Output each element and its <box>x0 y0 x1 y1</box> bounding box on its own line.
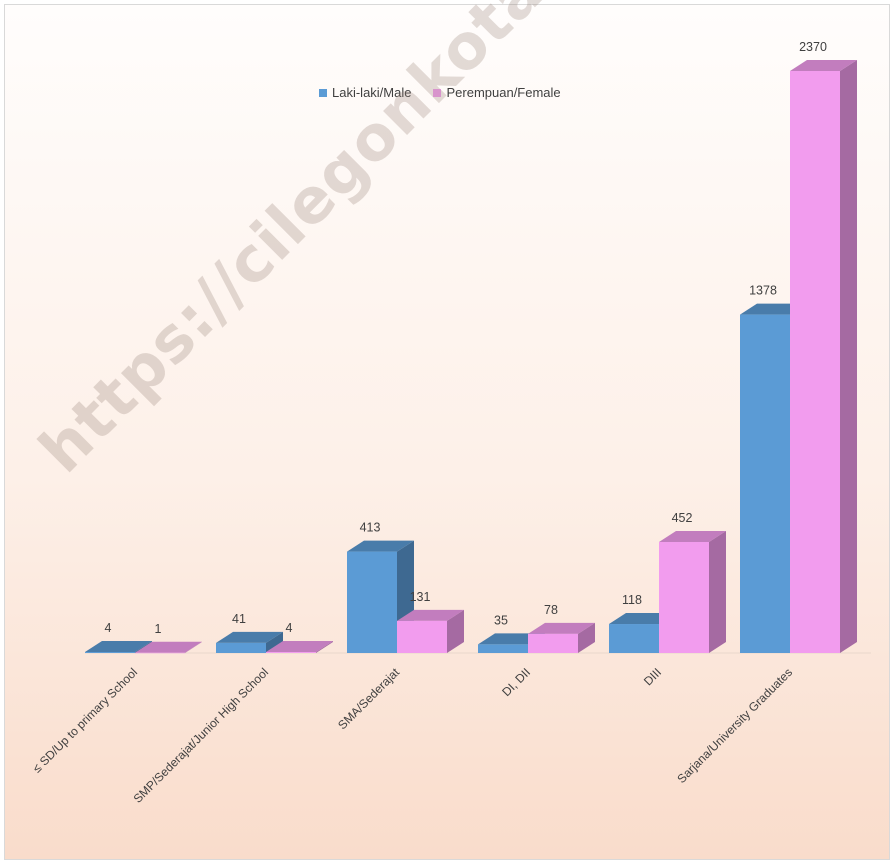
bar-side-1-0 <box>266 631 283 653</box>
bar-top-5-1 <box>790 60 857 71</box>
category-label-2: SMA/Sederajat <box>335 665 402 732</box>
data-label-3-0: 35 <box>494 613 508 627</box>
legend: Laki-laki/Male Perempuan/Female <box>319 85 561 100</box>
bar-top-0-1 <box>135 641 202 653</box>
bar-0-0 <box>85 652 135 653</box>
category-label-1: SMP/Sederajat/Junior High School <box>131 665 272 806</box>
bar-top-4-1 <box>659 531 726 543</box>
bar-top-2-1 <box>397 609 464 621</box>
data-label-0-1: 1 <box>155 622 162 636</box>
data-label-2-0: 413 <box>360 521 381 535</box>
category-label-4: DIII <box>641 665 664 688</box>
bar-side-5-1 <box>840 60 857 653</box>
data-label-1-0: 41 <box>232 612 246 626</box>
bar-2-1 <box>397 620 447 653</box>
bar-top-2-0 <box>347 540 414 552</box>
bar-side-4-1 <box>709 531 726 653</box>
legend-label-female: Perempuan/Female <box>446 85 561 100</box>
legend-swatch-male <box>319 88 327 97</box>
category-label-0: ≤ SD/Up to primary School <box>30 665 140 775</box>
bar-5-0 <box>740 314 790 653</box>
data-label-4-0: 118 <box>622 593 642 607</box>
bar-chart: 4 1≤ SD/Up to primary School414SMP/Sedera… <box>30 40 871 806</box>
data-label-2-1: 131 <box>410 590 431 604</box>
legend-swatch-female <box>433 88 442 97</box>
category-label-5: Sarjana/University Graduates <box>674 665 795 786</box>
bar-top-3-1 <box>528 622 595 634</box>
bar-4-1 <box>659 542 709 653</box>
bar-5-1 <box>790 71 840 653</box>
category-label-3: DI, DII <box>499 665 533 699</box>
legend-item-female: Perempuan/Female <box>433 85 561 100</box>
bar-side-0-0 <box>135 641 152 653</box>
bar-side-0-1 <box>185 641 202 653</box>
bar-0-1 <box>135 652 185 654</box>
legend-item-male: Laki-laki/Male <box>319 85 411 100</box>
data-label-1-1: 4 <box>286 621 293 635</box>
bar-2-0 <box>347 551 397 653</box>
data-label-5-1: 2370 <box>799 40 827 54</box>
bar-1-0 <box>216 642 266 653</box>
bar-3-0 <box>478 644 528 653</box>
legend-label-male: Laki-laki/Male <box>332 85 412 100</box>
bar-top-1-0 <box>216 631 283 643</box>
bar-side-1-1 <box>316 641 333 653</box>
bar-side-3-1 <box>578 622 595 653</box>
data-label-5-0: 1378 <box>749 284 777 298</box>
bar-top-0-0 <box>85 641 152 653</box>
bar-4-0 <box>609 624 659 653</box>
data-label-0-0: 4 <box>105 621 112 635</box>
bar-side-2-1 <box>447 609 464 653</box>
chart-area: 4 1 ≤ SD/Up to primary School 41 4 SMP/Sedera… <box>4 0 890 860</box>
bar-3-1 <box>528 633 578 653</box>
bar-1-1 <box>266 652 316 653</box>
data-label-3-1: 78 <box>544 603 558 617</box>
bar-top-1-1 <box>266 641 333 653</box>
data-label-4-1: 452 <box>672 511 693 525</box>
